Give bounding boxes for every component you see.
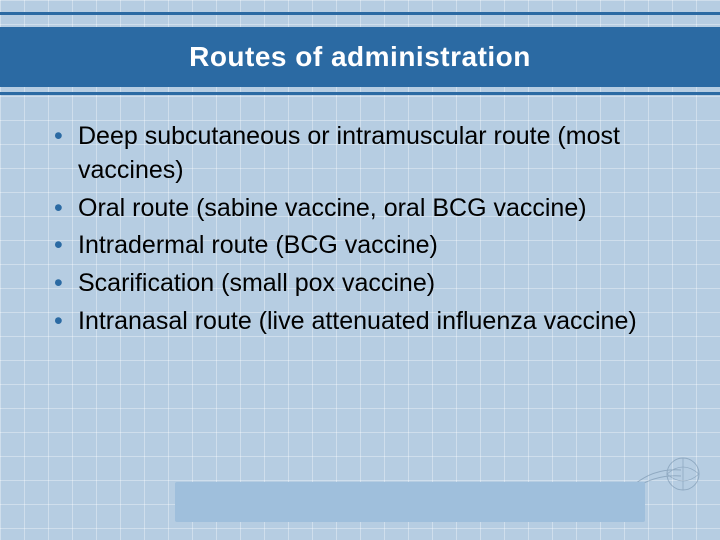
title-top-rule [0, 12, 720, 15]
slide-body: Deep subcutaneous or intramuscular route… [50, 120, 670, 343]
footer-strip [175, 482, 645, 522]
list-item: Oral route (sabine vaccine, oral BCG vac… [50, 192, 670, 226]
bullet-list: Deep subcutaneous or intramuscular route… [50, 120, 670, 339]
list-item: Scarification (small pox vaccine) [50, 267, 670, 301]
slide-title: Routes of administration [189, 41, 531, 73]
globe-decor-icon [635, 454, 705, 492]
title-bottom-rule [0, 92, 720, 95]
list-item: Deep subcutaneous or intramuscular route… [50, 120, 670, 188]
list-item: Intradermal route (BCG vaccine) [50, 229, 670, 263]
list-item: Intranasal route (live attenuated influe… [50, 305, 670, 339]
title-bar: Routes of administration [0, 27, 720, 87]
slide: Routes of administration Deep subcutaneo… [0, 0, 720, 540]
